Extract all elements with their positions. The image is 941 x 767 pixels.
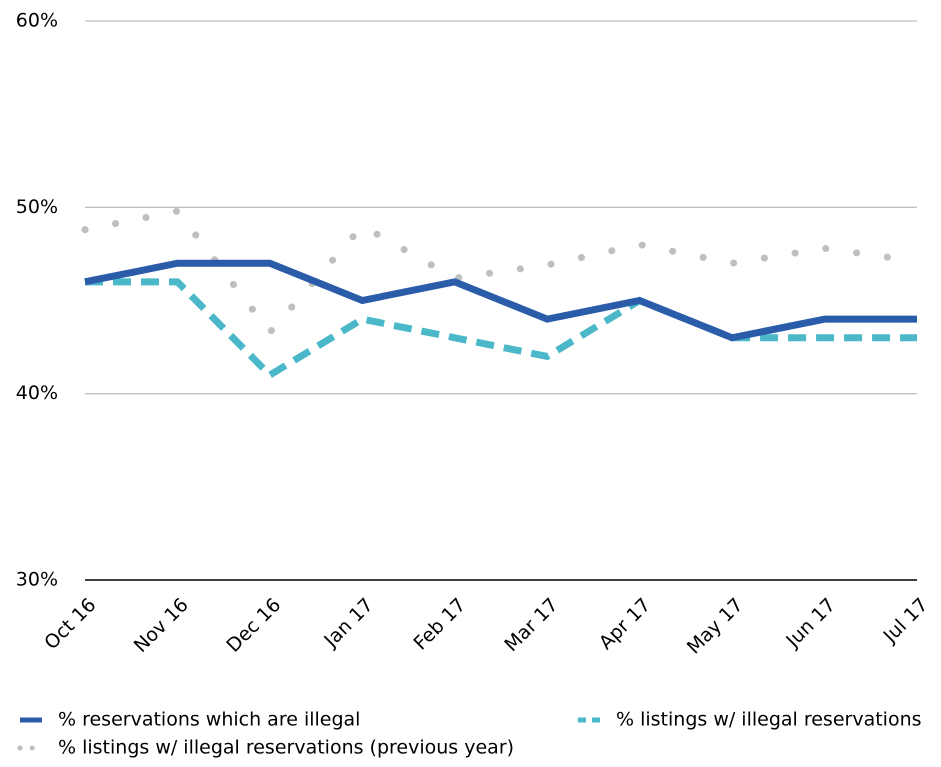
x-tick-label: Jan 17 — [319, 594, 377, 652]
y-tick-label: 40% — [16, 382, 58, 404]
y-tick-label: 50% — [16, 196, 58, 218]
x-tick-label: May 17 — [683, 594, 748, 659]
legend-label: % reservations which are illegal — [58, 709, 360, 731]
y-tick-label: 60% — [16, 10, 58, 32]
x-tick-label: Mar 17 — [500, 594, 562, 656]
legend-label: % listings w/ illegal reservations (prev… — [58, 737, 514, 759]
x-tick-label: Dec 16 — [222, 594, 285, 657]
legend-label: % listings w/ illegal reservations — [616, 709, 922, 731]
series-line — [81, 207, 921, 338]
x-tick-label: Nov 16 — [130, 594, 193, 657]
x-tick-label: Feb 17 — [409, 594, 470, 655]
x-tick-label: Apr 17 — [595, 594, 655, 654]
y-tick-label: 30% — [16, 569, 58, 591]
x-tick-label: Jul 17 — [879, 594, 933, 648]
series-line — [84, 259, 917, 342]
x-tick-label: Jun 17 — [781, 594, 840, 653]
x-tick-label: Oct 16 — [40, 594, 100, 654]
